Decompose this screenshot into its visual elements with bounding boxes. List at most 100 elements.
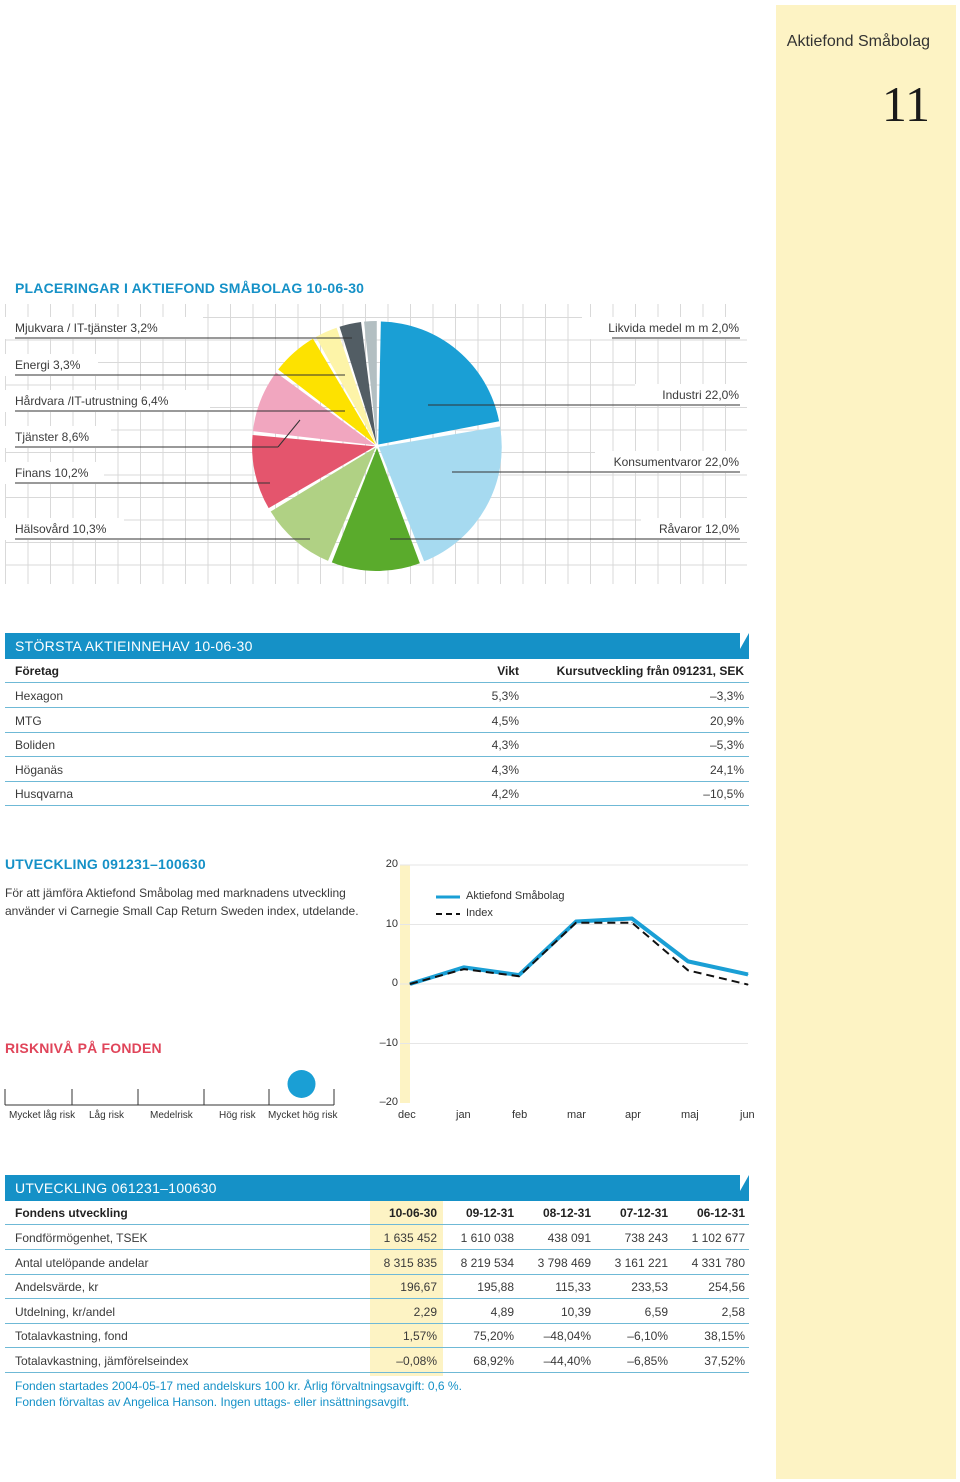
fund-dev-cell: 1,57% (402, 1329, 437, 1343)
fund-dev-cell: 1 635 452 (383, 1231, 437, 1245)
fund-dev-cell: –44,40% (543, 1353, 591, 1368)
pie-label-left: Mjukvara / IT-tjänster 3,2% (15, 321, 158, 335)
current-column-shade (370, 1201, 443, 1376)
fund-dev-row: Andelsvärde, kr 196,67 195,88 115,33 233,53 2… (5, 1275, 749, 1299)
pie-leader-line (277, 419, 301, 448)
pie-slice-9 (364, 321, 377, 445)
holdings-cell: Boliden (15, 738, 56, 753)
x-tick-label: feb (512, 1109, 528, 1121)
fund-dev-header-edge (740, 1191, 749, 1201)
data-point (575, 922, 577, 924)
pie-label-strip (5, 518, 124, 540)
fund-dev-header: UTVECKLING 061231–100630 (5, 1175, 740, 1201)
holdings-header: STÖRSTA AKTIEINNEHAV 10-06-30 (5, 633, 740, 659)
x-tick-label: jun (740, 1109, 755, 1121)
fund-dev-cell: 68,92% (473, 1353, 514, 1368)
pie-label-strip (634, 384, 747, 406)
holdings-header-edge (740, 649, 749, 659)
fund-dev-cell: 738 243 (624, 1231, 668, 1245)
holdings-cell: Husqvarna (15, 787, 74, 802)
fund-dev-cell: 4,89 (490, 1304, 514, 1319)
fund-dev-row: Totalavkastning, jämförelseindex –0,08% 68… (5, 1349, 749, 1373)
fund-dev-cell: –48,04% (543, 1329, 591, 1343)
fund-dev-cell: 10,39 (560, 1304, 591, 1319)
fund-dev-cell: 3 161 221 (614, 1255, 668, 1270)
fund-dev-cell: Totalavkastning, jämförelseindex (15, 1353, 189, 1368)
pie-label-left: Hälsovård 10,3% (15, 522, 107, 536)
fund-dev-cell: 1 102 677 (691, 1231, 745, 1245)
pie-label-strip (581, 317, 747, 339)
data-point (631, 918, 633, 920)
fund-dev-cell: 438 091 (547, 1231, 591, 1245)
pie-label-strip (5, 354, 98, 376)
holdings-cell: Höganäs (15, 762, 64, 777)
x-tick-label: apr (625, 1109, 641, 1121)
footnote-manager: Fonden förvaltas av Angelica Hanson. Ing… (15, 1395, 410, 1409)
data-point (409, 983, 411, 985)
fund-dev-col-header: Fondens utveckling (15, 1206, 128, 1220)
development-text-line2: använder vi Carnegie Small Cap Return Sw… (5, 904, 359, 918)
fund-dev-cell: 115,33 (555, 1280, 591, 1294)
risk-scale (4, 1070, 335, 1106)
fund-dev-cell: Utdelning, kr/andel (15, 1304, 116, 1319)
fund-dev-row: Utdelning, kr/andel 2,29 4,89 10,39 6,59 2,58 (5, 1300, 749, 1324)
risk-level-label: Mycket låg risk (9, 1110, 76, 1121)
page-number: 11 (881, 76, 930, 132)
holdings-row: MTG 4,5% 20,9% (5, 709, 749, 733)
fund-dev-col-header: 09-12-31 (465, 1206, 514, 1220)
data-point (631, 922, 633, 924)
fund-dev-cell: 2,58 (721, 1304, 745, 1319)
holdings-col-change: Kursutveckling från 091231, SEK (556, 664, 744, 678)
pie-label-right: Konsumentvaror 22,0% (613, 455, 739, 469)
holdings-cell: –10,5% (703, 787, 744, 802)
fund-dev-cell: 1 610 038 (460, 1231, 514, 1245)
pie-label-right: Likvida medel m m 2,0% (608, 321, 739, 335)
fund-dev-cell: 4 331 780 (691, 1255, 745, 1270)
y-tick-label: 20 (385, 858, 398, 870)
risk-level-label: Medelrisk (150, 1110, 193, 1121)
series-fund-line (409, 916, 749, 986)
data-point (518, 975, 520, 977)
fund-dev-cell: 3 798 469 (537, 1255, 591, 1270)
pie-label-left: Finans 10,2% (15, 466, 89, 480)
y-tick-label: 10 (385, 917, 398, 930)
fund-dev-cell: 2,29 (413, 1304, 437, 1319)
y-tick-label: –10 (379, 1036, 398, 1049)
holdings-cell: –3,3% (709, 689, 744, 703)
holdings-cell: 4,3% (491, 738, 519, 753)
holdings-cell: 4,5% (491, 713, 519, 728)
data-point (463, 966, 465, 968)
fund-dev-cell: Fondförmögenhet, TSEK (15, 1231, 148, 1245)
holdings-title: STÖRSTA AKTIEINNEHAV 10-06-30 (15, 638, 253, 654)
fund-dev-title: UTVECKLING 061231–100630 (15, 1180, 217, 1196)
data-point (463, 968, 465, 970)
pie-label-left: Hårdvara /IT-utrustning 6,4% (15, 394, 169, 408)
holdings-cell: 24,1% (709, 762, 744, 777)
fund-dev-col-header: 06-12-31 (696, 1206, 745, 1220)
pie-slice-6 (278, 338, 376, 445)
title-cover (5, 272, 747, 304)
fund-dev-cell: 75,20% (473, 1329, 514, 1343)
holdings-col-company: Företag (15, 664, 60, 678)
holdings-col-weight: Vikt (497, 664, 519, 678)
risk-title: RISKNIVÅ PÅ FONDEN (5, 1040, 162, 1056)
fund-dev-cell: Totalavkastning, fond (15, 1329, 128, 1343)
pie-label-strip (5, 462, 105, 484)
data-point (747, 984, 749, 986)
fund-dev-cell: 6,59 (644, 1304, 668, 1319)
fund-dev-cell: 8 219 534 (460, 1255, 514, 1270)
pie-label-strip (5, 426, 111, 448)
series-index-line (409, 921, 749, 986)
fund-dev-cell: –6,10% (627, 1329, 668, 1343)
y-tick-label: –20 (379, 1096, 398, 1108)
holdings-cell: Hexagon (15, 689, 64, 703)
fund-dev-header-notch (740, 1175, 749, 1191)
fund-dev-cell: –6,85% (627, 1353, 668, 1368)
fund-dev-row: Fondförmögenhet, TSEK 1 635 452 1 610 038 4… (5, 1226, 749, 1250)
pie-slice-3 (270, 447, 376, 561)
fund-dev-row: Antal utelöpande andelar 8 315 835 8 219 5… (5, 1251, 749, 1275)
pie-slice-2 (331, 447, 420, 571)
fund-dev-cell: 37,52% (704, 1353, 745, 1368)
risk-level-marker (287, 1070, 316, 1098)
holdings-row: Höganäs 4,3% 24,1% (5, 758, 749, 782)
